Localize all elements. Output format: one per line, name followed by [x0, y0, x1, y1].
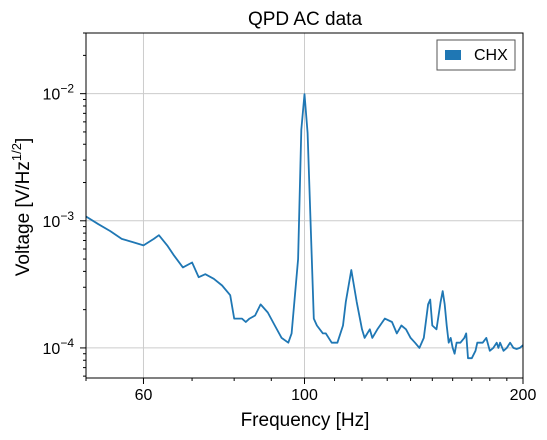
- y-axis-label: Voltage [V/Hz1/2]: [9, 138, 34, 276]
- major-ticks: [80, 93, 524, 384]
- series-layer: [85, 93, 524, 360]
- y-axis-label-close: ]: [13, 138, 34, 143]
- legend: CHX: [436, 39, 516, 71]
- x-tick-label: 60: [135, 387, 153, 404]
- series-line-chx: [85, 93, 524, 360]
- plot-frame: [85, 32, 524, 379]
- y-tick-label: 10−2: [43, 82, 75, 104]
- y-tick-label: 10−3: [43, 209, 75, 231]
- grid: [86, 33, 524, 378]
- chart-title: QPD AC data: [248, 9, 362, 30]
- x-tick-label: 100: [291, 387, 318, 404]
- minor-ticks: [83, 32, 508, 381]
- legend-label: CHX: [474, 47, 508, 64]
- y-axis-label-exponent: 1/2: [9, 143, 24, 161]
- y-tick-label: 10−4: [43, 336, 75, 358]
- x-tick-labels: 60 100 200: [135, 387, 537, 404]
- x-axis-label: Frequency [Hz]: [241, 410, 370, 431]
- legend-swatch: [445, 50, 461, 60]
- y-axis-label-main: Voltage [V/Hz: [13, 161, 34, 276]
- x-tick-label: 200: [510, 387, 537, 404]
- y-tick-labels: 10−4 10−3 10−2: [43, 82, 75, 358]
